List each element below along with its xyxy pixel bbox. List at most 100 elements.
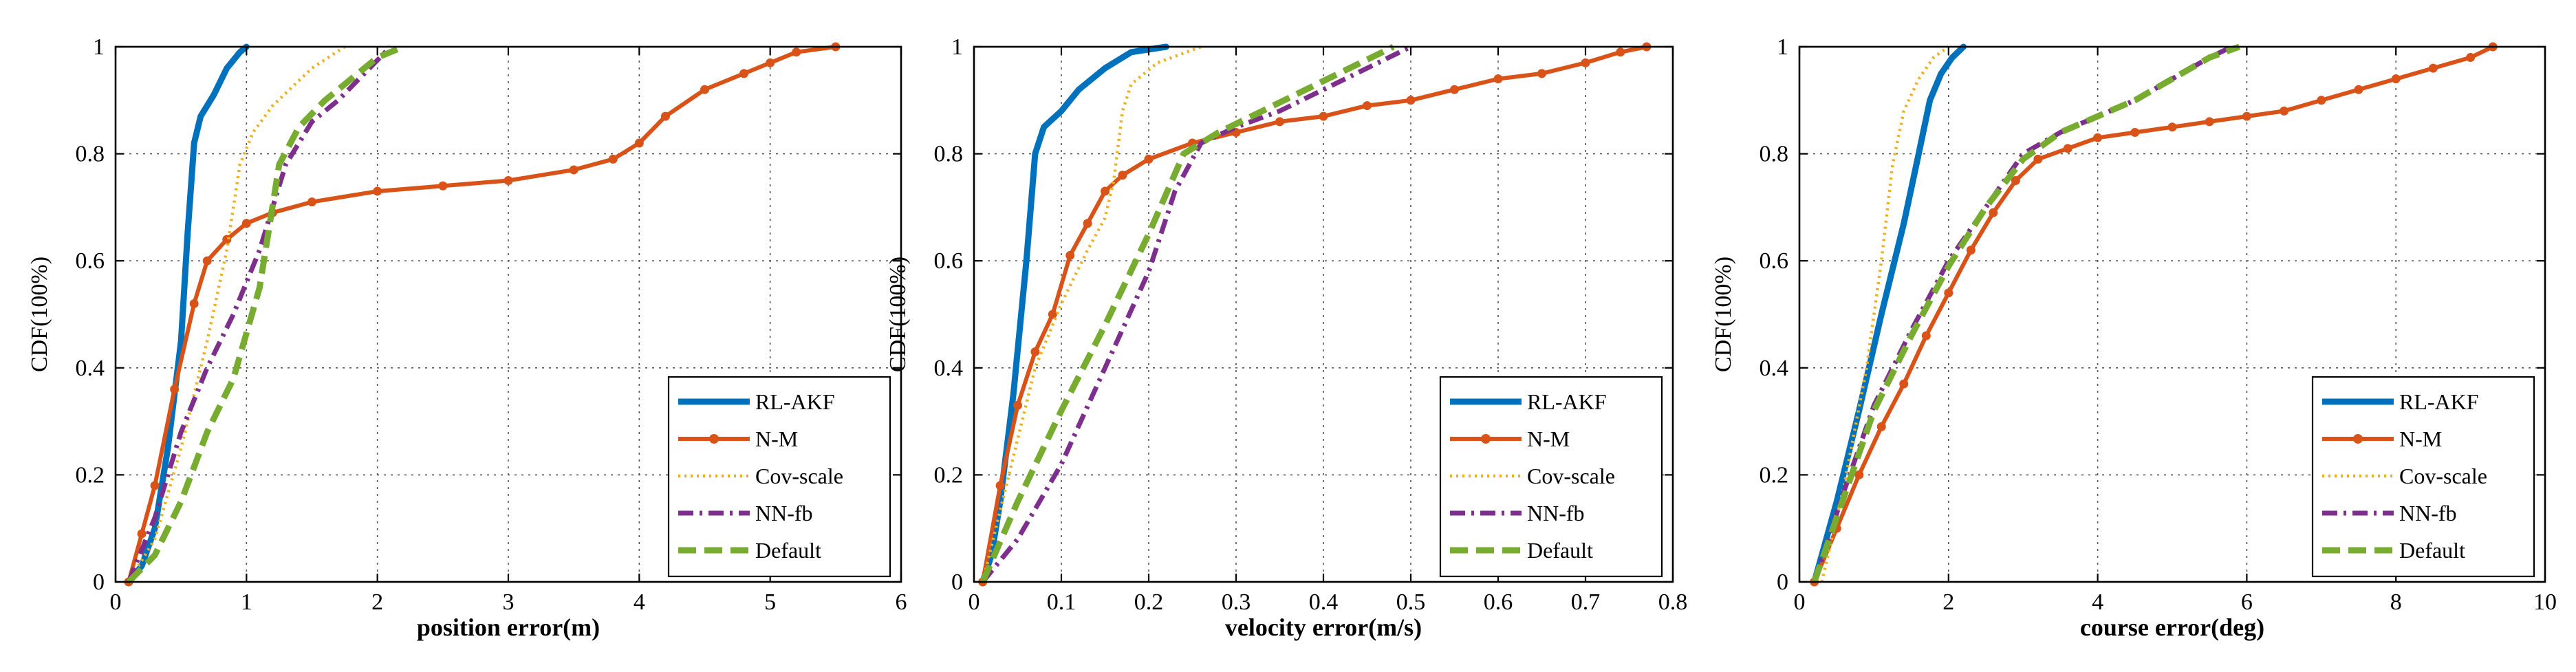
chart-panel-3: 0 2 4 6 8 10 0 0.2 0.4 0.6 0.8 1 course error(deg) CD… [1711, 34, 2557, 641]
series-marker-n-m [504, 176, 513, 185]
x-tick-label: 4 [634, 589, 645, 615]
series-marker-n-m [2033, 154, 2043, 164]
y-tick-label: 0.2 [76, 462, 105, 488]
y-tick-label: 1 [951, 34, 963, 60]
x-tick-label: 3 [503, 589, 515, 615]
x-tick-label: 1 [241, 589, 252, 615]
series-line-rl-akf [1811, 43, 1967, 585]
x-tick-label: 6 [2241, 589, 2253, 615]
series-marker-n-m [189, 299, 199, 308]
y-tick-label: 0.8 [934, 142, 964, 167]
x-tick-label: 8 [2390, 589, 2402, 615]
series-marker-n-m [2317, 96, 2326, 105]
x-tick-label: 4 [2092, 589, 2103, 615]
series-marker-n-m [2242, 111, 2251, 121]
series-marker-n-m [2280, 106, 2289, 116]
series-marker-n-m [2130, 127, 2140, 137]
x-tick-label: 0 [110, 589, 122, 615]
series-marker-n-m [1101, 186, 1110, 196]
y-tick-label: 0.2 [1760, 462, 1789, 488]
legend-label: NN-fb [2399, 501, 2457, 525]
x-tick-label: 10 [2533, 589, 2557, 615]
series-line-cov-scale [127, 45, 346, 583]
series-marker-n-m [1616, 47, 1625, 57]
series-marker-n-m [1406, 96, 1416, 105]
series-marker-n-m [1048, 310, 1057, 319]
series-marker-n-m [1013, 400, 1022, 410]
y-tick-label: 1 [93, 34, 105, 60]
legend-marker-n-m [1481, 434, 1491, 444]
y-tick-label: 0 [93, 570, 105, 595]
series-marker-n-m [1921, 331, 1931, 340]
y-tick-label: 0.8 [76, 142, 105, 167]
series-line-nn-fb [126, 45, 393, 583]
legend: RL-AKF N-M Cov-scale NN-fb Default [1439, 376, 1663, 578]
series-marker-n-m [1144, 154, 1154, 164]
y-tick-label: 0 [951, 570, 963, 595]
y-tick-label: 0.6 [76, 248, 105, 274]
series-marker-n-m [1989, 208, 1998, 217]
x-axis-label: velocity error(m/s) [1225, 614, 1422, 641]
x-tick-label: 0.8 [1658, 589, 1688, 615]
x-tick-label: 6 [896, 589, 907, 615]
series-marker-n-m [792, 47, 801, 57]
legend-box [1439, 376, 1663, 578]
series-marker-n-m [1854, 470, 1864, 479]
legend: RL-AKF N-M Cov-scale NN-fb Default [667, 376, 891, 578]
chart-panel-2: 0 0.1 0.2 0.3 0.4 0.5 0.6 0.7 0.8 0 0.2 0.4 0.6 0.8 1 v… [885, 34, 1687, 641]
legend-label: RL-AKF [755, 389, 835, 414]
series-line-n-m [1812, 45, 2496, 584]
series-marker-n-m [1944, 288, 1953, 298]
series-marker-n-m [608, 154, 618, 164]
y-axis-label: CDF(100%) [27, 257, 52, 372]
series-marker-n-m [1581, 58, 1590, 67]
legend-marker-n-m [709, 434, 719, 444]
x-tick-label: 5 [764, 589, 776, 615]
x-tick-label: 0.7 [1571, 589, 1601, 615]
series-marker-n-m [1065, 250, 1075, 260]
legend-label: Cov-scale [755, 464, 843, 488]
series-marker-n-m [1275, 117, 1284, 127]
y-tick-label: 0 [1777, 570, 1788, 595]
x-axis-label: position error(m) [417, 614, 600, 641]
x-tick-label: 0.4 [1309, 589, 1339, 615]
legend-label: Default [1527, 538, 1593, 563]
series-marker-n-m [2391, 74, 2401, 84]
series-line-rl-akf [125, 43, 250, 585]
series-marker-n-m [1319, 111, 1328, 121]
y-tick-label: 0.6 [1760, 248, 1789, 274]
series-marker-n-m [569, 165, 578, 175]
series-line-default [979, 43, 1395, 583]
series-marker-n-m [1966, 246, 1976, 255]
series-line-rl-akf [979, 43, 1169, 585]
x-tick-label: 2 [371, 589, 383, 615]
legend-label: Cov-scale [2399, 464, 2487, 488]
series-marker-n-m [2354, 85, 2363, 94]
series-line-n-m [127, 45, 838, 584]
legend-label: N-M [2399, 426, 2442, 451]
series-marker-n-m [1876, 422, 1886, 431]
series-marker-n-m [170, 384, 180, 394]
series-line-default [1811, 43, 2241, 583]
chart-panel-1: 0 1 2 3 4 5 6 0 0.2 0.4 0.6 0.8 1 position error(m) CD… [27, 34, 907, 641]
series-marker-n-m [2011, 176, 2020, 185]
x-tick-label: 0.2 [1134, 589, 1164, 615]
y-tick-label: 0.8 [1760, 142, 1789, 167]
series-marker-n-m [150, 481, 160, 490]
series-marker-n-m [137, 529, 147, 539]
series-marker-n-m [1030, 347, 1040, 356]
y-tick-label: 0.2 [934, 462, 964, 488]
legend: RL-AKF N-M Cov-scale NN-fb Default [2311, 376, 2535, 578]
x-tick-label: 0.3 [1222, 589, 1251, 615]
series-marker-n-m [2428, 63, 2438, 73]
legend-label: Default [755, 538, 821, 563]
x-tick-label: 0.5 [1396, 589, 1426, 615]
series-marker-n-m [995, 481, 1005, 490]
legend-marker-n-m [2353, 434, 2363, 444]
series-marker-n-m [1899, 379, 1909, 389]
legend-box [2311, 376, 2535, 578]
y-tick-label: 0.4 [1760, 356, 1789, 381]
series-marker-n-m [2466, 53, 2476, 63]
x-tick-label: 0 [968, 589, 980, 615]
